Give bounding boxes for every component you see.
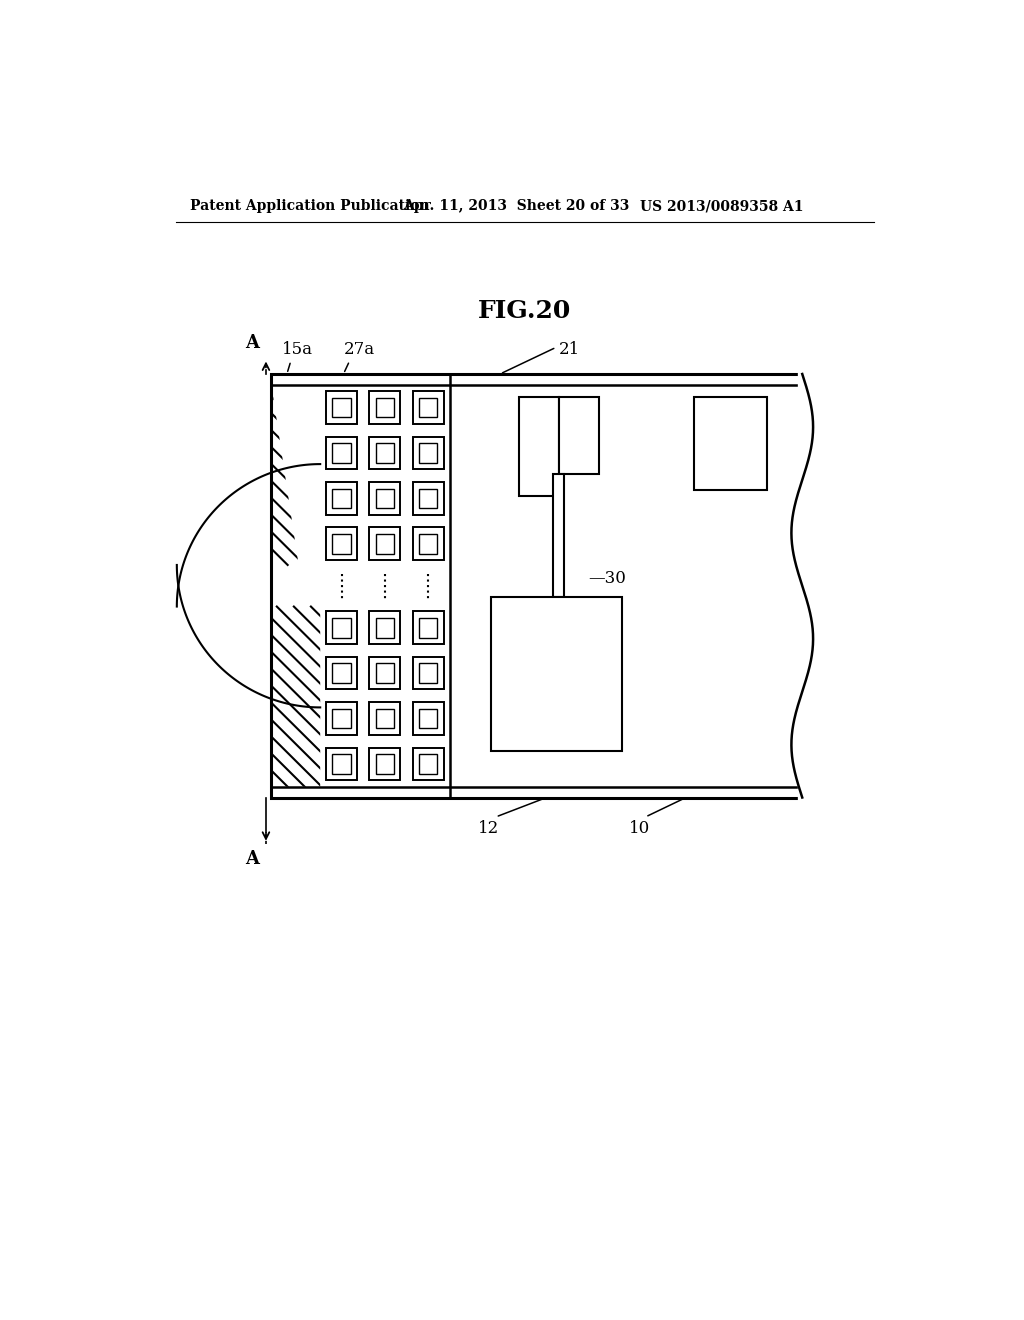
Bar	[327, 528, 357, 560]
Text: 27a: 27a	[343, 341, 375, 371]
Bar	[413, 528, 443, 560]
Text: Apr. 11, 2013  Sheet 20 of 33: Apr. 11, 2013 Sheet 20 of 33	[403, 199, 630, 213]
Bar	[376, 664, 394, 682]
Bar	[419, 397, 437, 417]
Bar	[376, 618, 394, 638]
Bar	[333, 444, 351, 463]
Bar	[271, 374, 802, 797]
Bar	[376, 488, 394, 508]
Bar	[413, 437, 443, 470]
Bar	[413, 482, 443, 515]
Bar	[333, 535, 351, 553]
Bar	[333, 488, 351, 508]
Bar	[333, 709, 351, 729]
Text: 10: 10	[629, 799, 683, 837]
Bar	[333, 664, 351, 682]
Bar	[554, 474, 564, 598]
Bar	[370, 528, 400, 560]
Text: 12: 12	[478, 799, 544, 837]
Text: 21: 21	[503, 341, 581, 372]
Bar	[413, 702, 443, 735]
Bar	[333, 754, 351, 774]
Bar	[333, 397, 351, 417]
Bar	[413, 747, 443, 780]
Bar	[376, 535, 394, 553]
Bar	[413, 611, 443, 644]
Bar	[419, 664, 437, 682]
Bar	[559, 397, 599, 474]
Bar	[370, 611, 400, 644]
Text: A: A	[245, 850, 259, 867]
Bar	[327, 747, 357, 780]
Bar	[419, 709, 437, 729]
Bar	[333, 618, 351, 638]
Bar	[376, 754, 394, 774]
Bar	[490, 597, 623, 751]
Bar	[327, 391, 357, 424]
Text: 15a: 15a	[282, 341, 312, 371]
Bar	[413, 391, 443, 424]
Bar	[370, 391, 400, 424]
Bar	[693, 397, 767, 490]
Text: A: A	[245, 334, 259, 352]
Bar	[327, 482, 357, 515]
Bar	[327, 437, 357, 470]
Bar	[327, 657, 357, 689]
Bar	[376, 397, 394, 417]
Bar	[376, 709, 394, 729]
Bar	[327, 702, 357, 735]
Bar	[376, 444, 394, 463]
Text: Patent Application Publication: Patent Application Publication	[190, 199, 430, 213]
Bar	[419, 535, 437, 553]
Bar	[327, 611, 357, 644]
Bar	[419, 488, 437, 508]
Bar	[419, 618, 437, 638]
Bar	[370, 657, 400, 689]
Bar	[419, 754, 437, 774]
Bar	[518, 397, 559, 495]
Bar	[370, 702, 400, 735]
Text: US 2013/0089358 A1: US 2013/0089358 A1	[640, 199, 803, 213]
Bar	[370, 747, 400, 780]
Bar	[419, 444, 437, 463]
Text: —30: —30	[589, 569, 627, 586]
Bar	[370, 482, 400, 515]
Bar	[413, 657, 443, 689]
Text: FIG.20: FIG.20	[478, 298, 571, 323]
Bar	[370, 437, 400, 470]
